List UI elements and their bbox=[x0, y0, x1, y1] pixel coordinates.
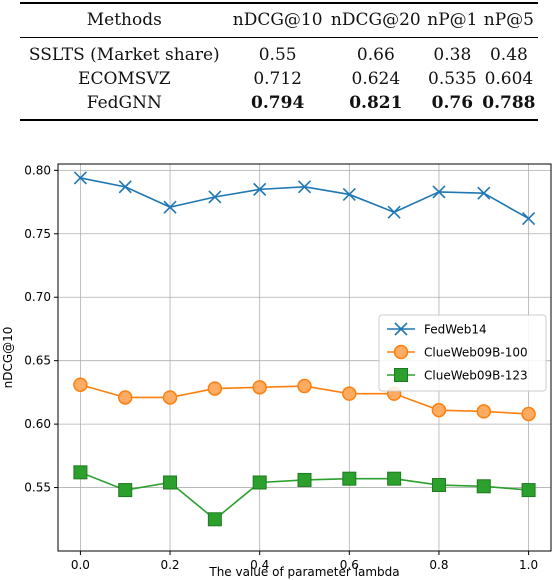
table-cell: 0.38 bbox=[425, 38, 480, 68]
table-header-cell: nDCG@20 bbox=[327, 3, 425, 38]
x-tick-label: 0.2 bbox=[160, 558, 179, 572]
data-point bbox=[388, 206, 400, 218]
table-header-row: Methods nDCG@10 nDCG@20 nP@1 nP@5 bbox=[20, 3, 538, 38]
y-axis-label: nDCG@10 bbox=[1, 327, 15, 389]
table-cell: ECOMSVZ bbox=[20, 67, 229, 91]
data-point bbox=[74, 378, 87, 391]
data-point bbox=[164, 391, 177, 404]
data-point bbox=[298, 473, 311, 486]
legend-label: ClueWeb09B-123 bbox=[424, 369, 528, 383]
legend-label: FedWeb14 bbox=[424, 323, 487, 337]
y-tick-label: 0.70 bbox=[24, 290, 51, 304]
table-header-cell: nP@1 bbox=[425, 3, 480, 38]
y-tick-label: 0.60 bbox=[24, 417, 51, 431]
y-tick-label: 0.65 bbox=[24, 354, 51, 368]
data-point bbox=[477, 480, 490, 493]
data-point bbox=[477, 405, 490, 418]
y-tick-label: 0.80 bbox=[24, 163, 51, 177]
table-cell: 0.624 bbox=[327, 67, 425, 91]
data-point bbox=[119, 391, 132, 404]
table-cell: 0.66 bbox=[327, 38, 425, 68]
data-point bbox=[432, 479, 445, 492]
data-point bbox=[343, 387, 356, 400]
table-cell: 0.535 bbox=[425, 67, 480, 91]
table-cell: 0.76 bbox=[425, 91, 480, 120]
data-point bbox=[208, 382, 221, 395]
y-tick-label: 0.55 bbox=[24, 481, 51, 495]
table-cell: 0.794 bbox=[229, 91, 327, 120]
data-point bbox=[119, 181, 131, 193]
data-point bbox=[74, 466, 87, 479]
table-cell: 0.712 bbox=[229, 67, 327, 91]
results-table: Methods nDCG@10 nDCG@20 nP@1 nP@5 SSLTS (Mar… bbox=[20, 2, 538, 121]
data-point bbox=[164, 476, 177, 489]
data-point bbox=[522, 407, 535, 420]
legend-marker bbox=[395, 369, 408, 382]
x-tick-label: 1.0 bbox=[519, 558, 538, 572]
data-point bbox=[253, 381, 266, 394]
legend: FedWeb14 ClueWeb09B-100 ClueWeb09B-123 bbox=[379, 315, 546, 391]
data-point bbox=[388, 472, 401, 485]
table-row: ECOMSVZ 0.712 0.624 0.535 0.604 bbox=[20, 67, 538, 91]
data-point bbox=[119, 484, 132, 497]
table-cell: 0.48 bbox=[480, 38, 538, 68]
data-point bbox=[343, 472, 356, 485]
table-cell: 0.788 bbox=[480, 91, 538, 120]
data-point bbox=[208, 513, 221, 526]
table-row: SSLTS (Market share) 0.55 0.66 0.38 0.48 bbox=[20, 38, 538, 68]
series-line bbox=[80, 178, 528, 219]
x-tick-label: 0.0 bbox=[71, 558, 90, 572]
table-cell: FedGNN bbox=[20, 91, 229, 120]
data-point bbox=[253, 476, 266, 489]
data-point bbox=[522, 484, 535, 497]
data-point bbox=[432, 404, 445, 417]
table-header-cell: nP@5 bbox=[480, 3, 538, 38]
table-cell: 0.55 bbox=[229, 38, 327, 68]
series-clueweb09b-123 bbox=[74, 466, 535, 526]
y-tick-label: 0.75 bbox=[24, 227, 51, 241]
series-fedweb14 bbox=[74, 172, 534, 225]
table-header-cell: Methods bbox=[20, 3, 229, 38]
table-cell: 0.821 bbox=[327, 91, 425, 120]
legend-label: ClueWeb09B-100 bbox=[424, 346, 528, 360]
line-chart: 0.0 0.2 0.4 0.6 0.8 1.0 0.55 0.60 0.65 0.70 0.75 0.… bbox=[0, 155, 558, 580]
x-axis-label: The value of parameter lambda bbox=[208, 565, 399, 579]
table-cell: 0.604 bbox=[480, 67, 538, 91]
table-header-cell: nDCG@10 bbox=[229, 3, 327, 38]
table-cell: SSLTS (Market share) bbox=[20, 38, 229, 68]
legend-marker bbox=[395, 346, 408, 359]
table-body: SSLTS (Market share) 0.55 0.66 0.38 0.48 ECOM… bbox=[20, 38, 538, 121]
x-tick-label: 0.8 bbox=[429, 558, 448, 572]
data-point bbox=[298, 380, 311, 393]
table-row: FedGNN 0.794 0.821 0.76 0.788 bbox=[20, 91, 538, 120]
